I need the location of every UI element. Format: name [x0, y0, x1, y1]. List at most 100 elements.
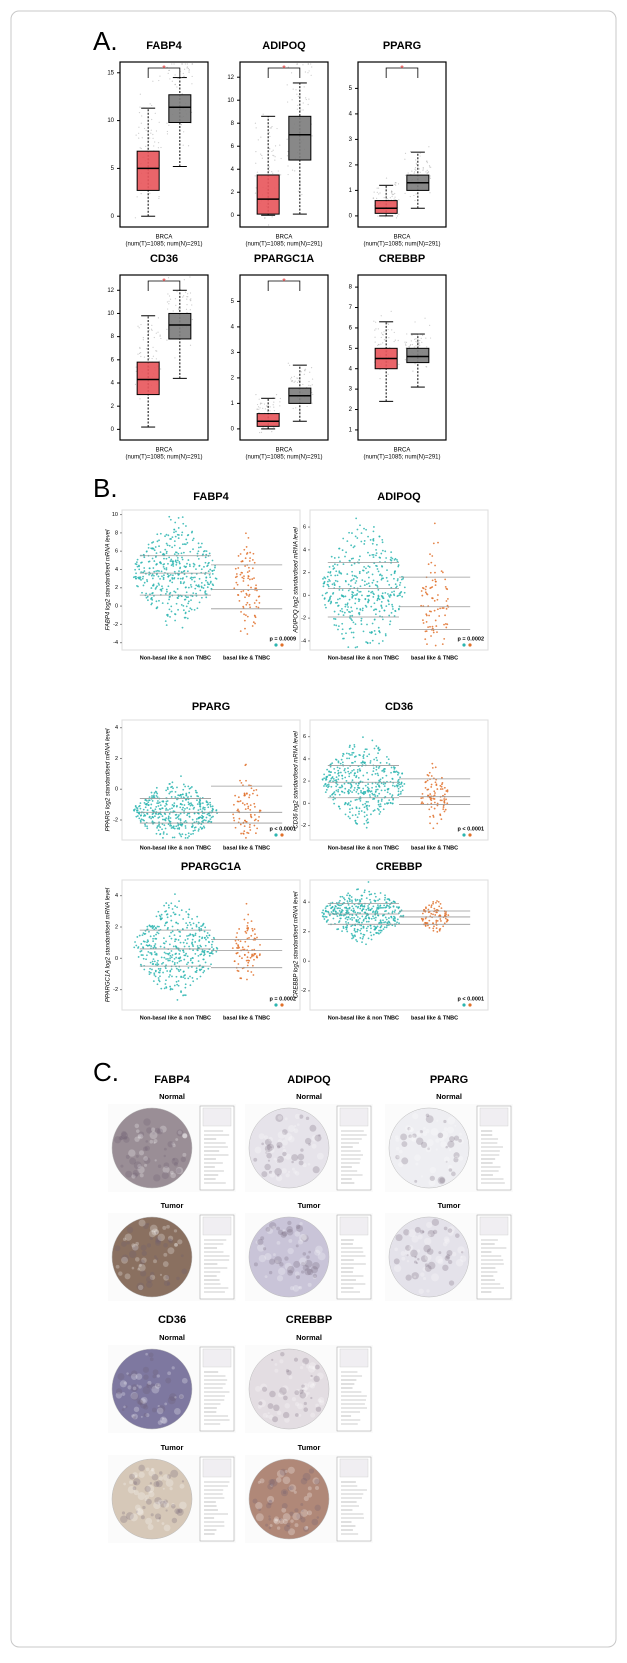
jitter-dot — [301, 194, 302, 195]
jitter-dot — [364, 581, 366, 583]
jitter-dot — [371, 554, 373, 556]
jitter-dot — [173, 310, 174, 311]
tissue-texture — [270, 1524, 273, 1527]
jitter-dot — [209, 955, 211, 957]
y-label: ADIPOQ log2 standardised mRNA level — [294, 527, 300, 634]
jitter-dot — [355, 791, 357, 793]
tissue-texture — [267, 1484, 273, 1490]
jitter-dot — [185, 525, 187, 527]
tissue-texture — [287, 1248, 293, 1254]
jitter-dot — [342, 538, 344, 540]
jitter-dot — [330, 780, 332, 782]
jitter-dot — [139, 348, 140, 349]
jitter-dot — [187, 293, 188, 294]
jitter-dot — [378, 804, 380, 806]
jitter-dot — [239, 780, 241, 782]
tissue-texture — [280, 1352, 284, 1356]
jitter-dot — [354, 934, 356, 936]
x-label: BRCA — [156, 448, 173, 454]
jitter-dot — [353, 789, 355, 791]
tissue-texture — [134, 1136, 139, 1141]
jitter-dot — [387, 580, 389, 582]
jitter-dot — [150, 818, 152, 820]
tissue-texture — [284, 1256, 288, 1260]
tissue-texture — [449, 1280, 454, 1285]
jitter-dot — [151, 969, 153, 971]
jitter-dot — [175, 531, 177, 533]
jitter-dot — [272, 216, 273, 217]
jitter-dot — [186, 927, 188, 929]
jitter-dot — [191, 927, 193, 929]
gene-title: PPARG — [430, 1074, 468, 1086]
jitter-dot — [194, 829, 196, 831]
jitter-dot — [347, 606, 349, 608]
tissue-texture — [414, 1180, 417, 1183]
jitter-dot — [167, 787, 169, 789]
jitter-dot — [446, 608, 448, 610]
box — [169, 313, 191, 339]
tissue-texture — [449, 1168, 453, 1172]
panel-label: B. — [93, 473, 118, 503]
jitter-dot — [149, 193, 150, 194]
jitter-dot — [373, 530, 375, 532]
jitter-dot — [178, 309, 179, 310]
jitter-dot — [364, 934, 366, 936]
jitter-dot — [255, 587, 257, 589]
jitter-dot — [355, 820, 357, 822]
jitter-dot — [376, 766, 378, 768]
jitter-dot — [409, 347, 410, 348]
jitter-dot — [166, 591, 168, 593]
jitter-dot — [258, 409, 259, 410]
jitter-dot — [338, 775, 340, 777]
tissue-texture — [172, 1158, 179, 1165]
tissue-texture — [164, 1502, 170, 1508]
jitter-dot — [150, 103, 151, 104]
jitter-dot — [351, 564, 353, 566]
jitter-dot — [173, 912, 175, 914]
jitter-dot — [153, 972, 155, 974]
x-tick-label: Non-basal like & non TNBC — [328, 655, 399, 661]
jitter-dot — [199, 799, 201, 801]
jitter-dot — [391, 311, 392, 312]
jitter-dot — [182, 807, 184, 809]
jitter-dot — [330, 766, 332, 768]
tissue-texture — [298, 1154, 305, 1161]
jitter-dot — [185, 799, 187, 801]
jitter-dot — [174, 905, 176, 907]
jitter-dot — [416, 163, 417, 164]
jitter-dot — [185, 994, 187, 996]
tissue-texture — [312, 1382, 315, 1385]
jitter-dot — [156, 827, 158, 829]
jitter-dot — [159, 981, 161, 983]
gene-title: FABP4 — [154, 1074, 190, 1086]
jitter-dot — [370, 813, 372, 815]
jitter-dot — [143, 585, 145, 587]
jitter-dot — [172, 931, 174, 933]
jitter-dot — [174, 357, 175, 358]
jitter-dot — [333, 624, 335, 626]
jitter-dot — [261, 432, 262, 433]
jitter-dot — [429, 793, 431, 795]
jitter-dot — [260, 136, 261, 137]
jitter-dot — [367, 907, 369, 909]
jitter-dot — [375, 633, 377, 635]
jitter-dot — [414, 171, 415, 172]
jitter-dot — [174, 620, 176, 622]
jitter-dot — [151, 330, 152, 331]
jitter-dot — [323, 777, 325, 779]
jitter-dot — [159, 808, 161, 810]
jitter-dot — [197, 585, 199, 587]
jitter-dot — [364, 816, 366, 818]
jitter-dot — [176, 805, 178, 807]
tissue-texture — [431, 1128, 439, 1136]
tissue-texture — [265, 1275, 268, 1278]
jitter-dot — [387, 898, 389, 900]
jitter-dot — [378, 643, 380, 645]
jitter-dot — [183, 76, 184, 77]
tissue-texture — [296, 1275, 300, 1279]
jitter-dot — [183, 810, 185, 812]
jitter-dot — [361, 810, 363, 812]
jitter-dot — [425, 589, 427, 591]
jitter-dot — [205, 554, 207, 556]
tissue-texture — [399, 1150, 403, 1154]
